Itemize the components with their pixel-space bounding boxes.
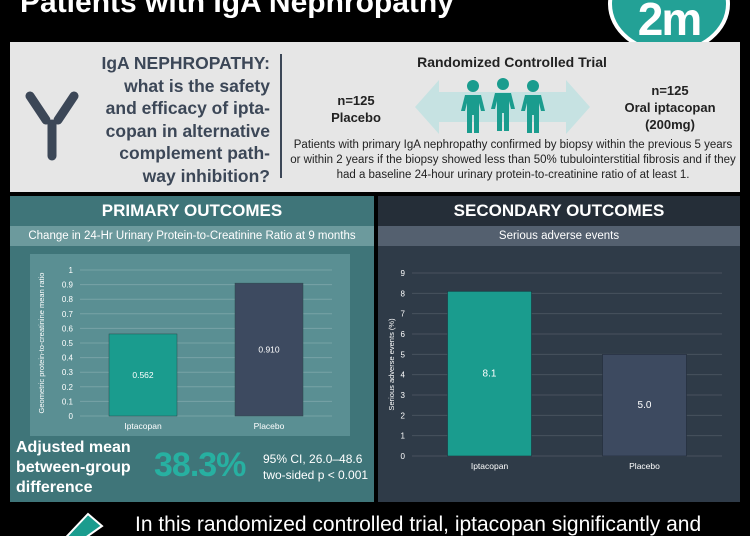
question-line: what is the safety [124, 75, 270, 96]
antibody-icon [25, 91, 79, 161]
divider [280, 54, 282, 178]
logo-text: 2m [637, 0, 702, 42]
y-tick-label: 2 [401, 411, 406, 420]
adjusted-mean-label: Adjusted mean between-group difference [16, 439, 131, 496]
x-tick-label: Iptacopan [124, 421, 162, 431]
inclusion-criteria: Patients with primary IgA nephropathy co… [290, 139, 736, 181]
y-tick-label: 0.8 [62, 295, 74, 304]
research-question: IgA NEPHROPATHY: what is the safety and … [78, 52, 270, 187]
double-arrow-people-icon [415, 78, 590, 134]
y-tick-label: 0.2 [62, 383, 74, 392]
confidence-interval: 95% CI, 26.0–48.6 two-sided p < 0.001 [263, 451, 368, 483]
bar [234, 282, 304, 417]
secondary-bar-chart: 0 1 2 3 4 5 6 7 8 9 8.1 Iptacopan 5.0 Placebo Serious … [382, 254, 736, 500]
question-line: IgA NEPHROPATHY: [101, 53, 270, 73]
placebo-n: n=125 [337, 93, 375, 108]
placebo-group: n=125 Placebo [306, 92, 406, 126]
iptacopan-dose: (200mg) [645, 117, 695, 132]
primary-outcomes-panel: PRIMARY OUTCOMES Change in 24-Hr Urinary… [10, 196, 374, 502]
primary-subheading: Change in 24-Hr Urinary Protein-to-Creat… [10, 226, 374, 246]
bar [108, 333, 178, 417]
y-tick-label: 1 [69, 266, 74, 275]
y-axis-title: Geometric protein-to-creatinine mean rat… [37, 273, 46, 414]
conclusion-bar: In this randomized controlled trial, ipt… [0, 502, 750, 536]
y-tick-label: 0 [69, 412, 74, 421]
y-tick-label: 3 [401, 391, 406, 400]
y-tick-label: 9 [401, 269, 406, 278]
y-axis-title: Serious adverse events (%) [387, 318, 396, 411]
y-tick-label: 0.6 [62, 324, 74, 333]
y-tick-label: 0.9 [62, 281, 74, 290]
iptacopan-label: Oral iptacopan [624, 100, 716, 115]
rct-title: Randomized Controlled Trial [417, 54, 607, 70]
bar-value-label: 0.910 [258, 345, 280, 355]
y-tick-label: 0.1 [62, 397, 74, 406]
people-icon [461, 78, 545, 133]
y-tick-label: 0.5 [62, 339, 74, 348]
x-tick-label: Iptacopan [471, 461, 509, 471]
y-tick-label: 8 [401, 289, 406, 298]
bar [447, 291, 532, 457]
question-line: way inhibition? [142, 165, 270, 186]
iptacopan-group: n=125 Oral iptacopan (200mg) [595, 82, 745, 133]
secondary-subheading: Serious adverse events [378, 226, 740, 246]
x-tick-label: Placebo [629, 461, 660, 471]
y-tick-label: 0.7 [62, 310, 74, 319]
y-tick-label: 0.4 [62, 354, 74, 363]
y-tick-label: 0 [401, 452, 406, 461]
x-tick-label: Placebo [254, 421, 285, 431]
p-value: two-sided p < 0.001 [263, 468, 369, 482]
percent-difference: 38.3% [154, 446, 246, 484]
primary-bar-chart: 0 0.1 0.2 0.3 0.4 0.5 0.6 0.7 0.8 0.9 1 0.562 Iptaco… [30, 254, 350, 436]
y-tick-label: 0.3 [62, 368, 74, 377]
y-tick-label: 6 [401, 330, 406, 339]
placebo-label: Placebo [331, 110, 381, 125]
y-tick-label: 4 [401, 371, 406, 380]
y-tick-label: 1 [401, 432, 406, 441]
primary-heading: PRIMARY OUTCOMES [10, 196, 374, 226]
bar-value-label: 5.0 [638, 400, 652, 411]
bar [602, 354, 687, 457]
page-title: Patients with IgA Nephropathy [20, 0, 454, 19]
question-line: complement path- [119, 143, 270, 163]
header: Patients with IgA Nephropathy 2m [0, 0, 750, 42]
question-line: copan in alternative [105, 120, 270, 141]
y-tick-label: 7 [401, 310, 406, 319]
iptacopan-n: n=125 [651, 83, 689, 98]
secondary-heading: SECONDARY OUTCOMES [378, 196, 740, 226]
trial-summary: IgA NEPHROPATHY: what is the safety and … [10, 42, 740, 192]
conclusion-text: In this randomized controlled trial, ipt… [135, 513, 702, 536]
brand-logo: 2m [608, 0, 730, 42]
pen-icon [65, 512, 104, 536]
ci-text: 95% CI, 26.0–48.6 [263, 452, 363, 466]
bar-value-label: 0.562 [132, 370, 154, 380]
secondary-outcomes-panel: SECONDARY OUTCOMES Serious adverse event… [378, 196, 740, 502]
y-tick-label: 5 [401, 350, 406, 359]
bar-value-label: 8.1 [483, 369, 497, 380]
question-line: and efficacy of ipta- [105, 98, 270, 118]
